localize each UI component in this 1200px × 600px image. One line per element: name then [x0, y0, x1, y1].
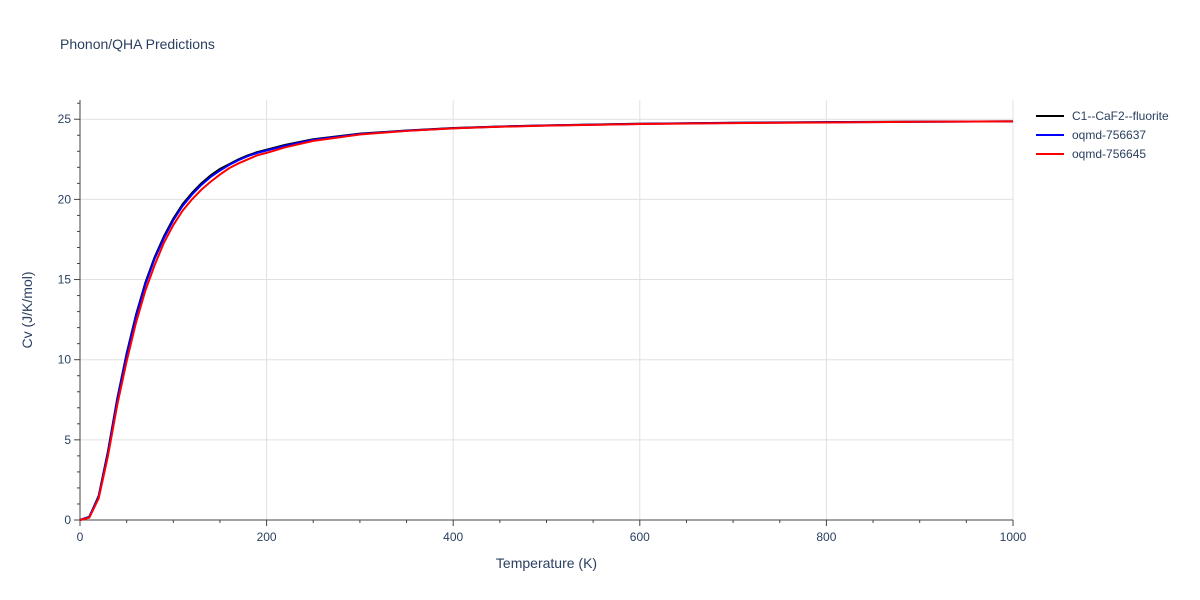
y-tick-label-1: 5	[64, 433, 71, 447]
x-tick-label-1: 200	[257, 530, 277, 544]
legend-label: oqmd-756637	[1072, 127, 1147, 142]
x-tick-label-5: 1000	[1000, 530, 1027, 544]
series-line-0	[79, 120, 1014, 521]
legend-item-0[interactable]: C1--CaF2--fluorite	[1036, 106, 1169, 125]
legend-swatch	[1036, 152, 1064, 155]
legend-swatch	[1036, 133, 1064, 136]
series-layer	[79, 120, 1014, 521]
axes-layer	[74, 100, 1014, 526]
series-line-1	[79, 120, 1014, 521]
label-layer: 0 200 400 600 800 1000 0 5 10 15 20 25 Temperature (…	[19, 112, 1027, 571]
x-axis-title: Temperature (K)	[496, 555, 597, 571]
y-tick-label-5: 25	[58, 112, 72, 126]
legend-item-1[interactable]: oqmd-756637	[1036, 125, 1169, 144]
grid-layer	[80, 100, 1014, 520]
series-line-2	[79, 120, 1014, 521]
y-tick-label-2: 10	[58, 353, 72, 367]
x-tick-label-2: 400	[443, 530, 463, 544]
x-tick-label-4: 800	[816, 530, 836, 544]
legend-label: C1--CaF2--fluorite	[1072, 108, 1169, 123]
y-tick-label-0: 0	[64, 513, 71, 527]
legend-label: oqmd-756645	[1072, 146, 1147, 161]
chart-title: Phonon/QHA Predictions	[60, 36, 215, 52]
y-tick-label-4: 20	[58, 192, 72, 206]
legend-item-2[interactable]: oqmd-756645	[1036, 144, 1169, 163]
y-axis-title: Cv (J/K/mol)	[19, 272, 35, 349]
legend-swatch	[1036, 114, 1064, 117]
legend: C1--CaF2--fluorite oqmd-756637 oqmd-756645	[1036, 106, 1169, 163]
x-tick-label-3: 600	[630, 530, 650, 544]
y-tick-label-3: 15	[58, 273, 72, 287]
x-tick-label-0: 0	[77, 530, 84, 544]
